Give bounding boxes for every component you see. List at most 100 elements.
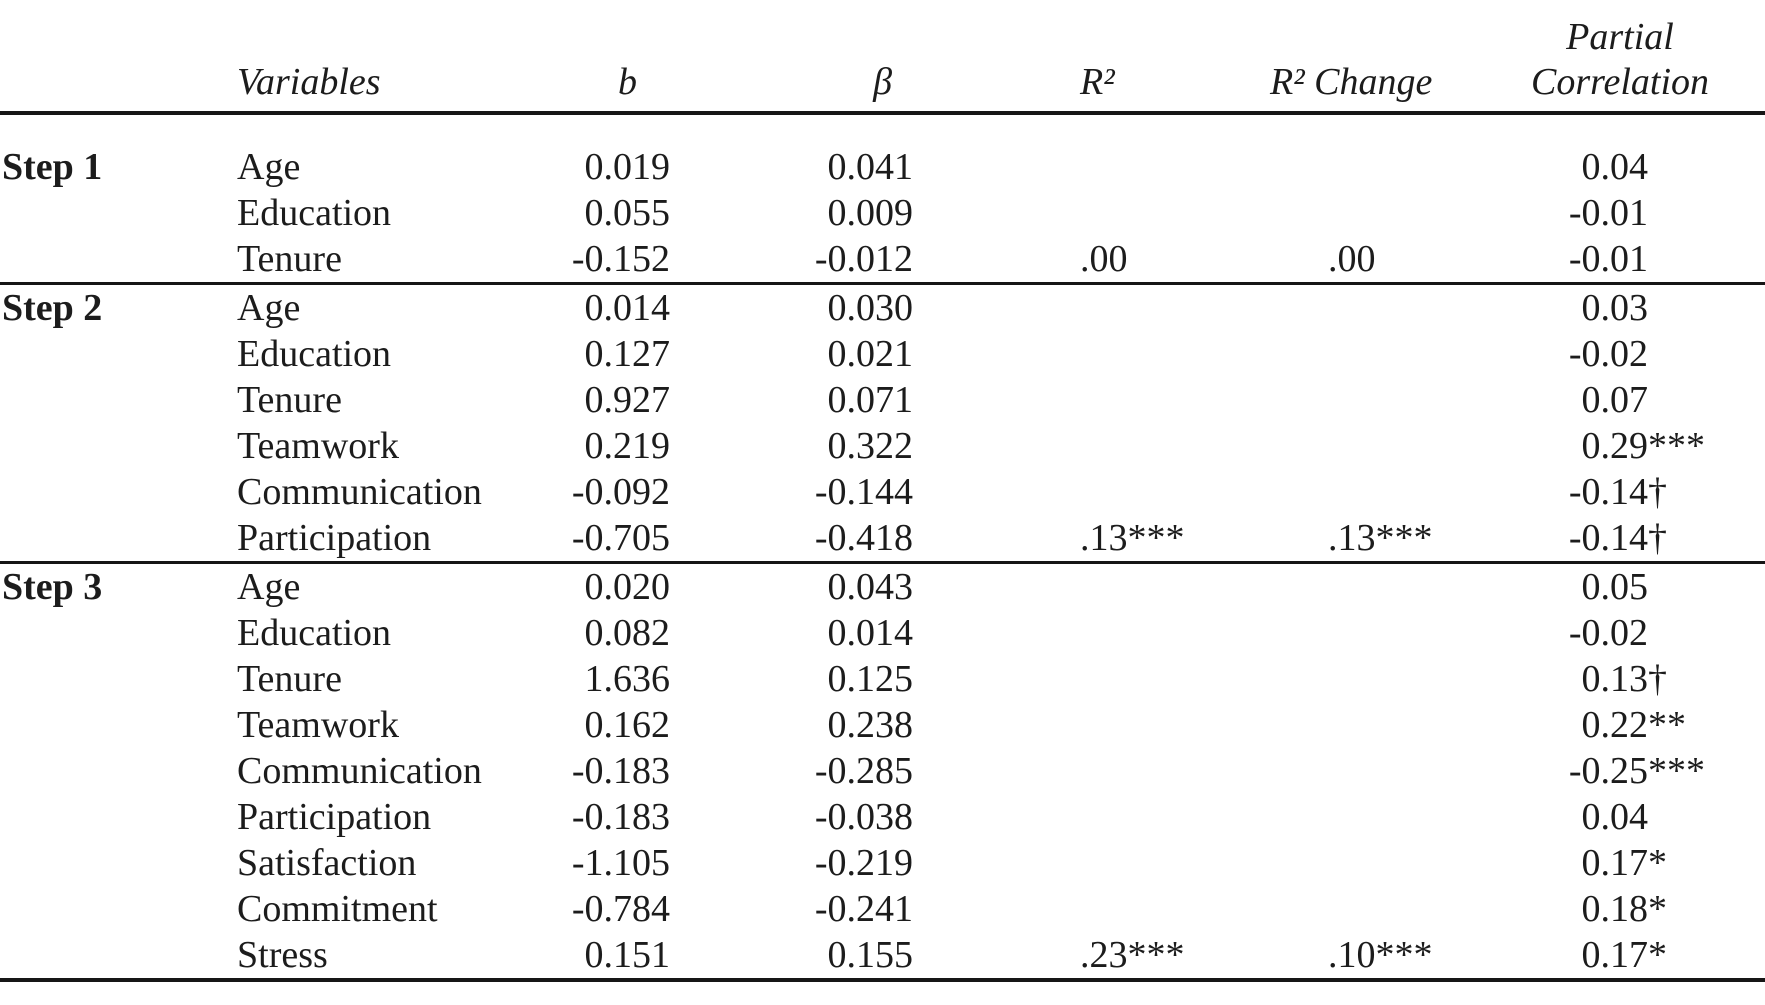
table-header: Variables b β R² R² Change Partial Corre… [0,0,1765,115]
beta-cell: 0.155 [670,932,913,982]
partial-correlation-cell: -0.01 [1445,236,1765,284]
significance-marker: *** [1648,750,1705,792]
partial-correlation-cell: 0.05 [1445,561,1765,610]
r2-change-cell [1270,886,1445,932]
table-row: Participation -0.705 -0.418 .13*** .13**… [0,515,1765,563]
partial-correlation-cell: 0.29*** [1445,423,1765,469]
step-label-empty [0,236,237,284]
b-cell: 0.151 [555,932,670,982]
step-label-empty [0,886,237,932]
r2-change-cell [1270,190,1445,236]
table-row: Communication -0.092 -0.144 -0.14† [0,469,1765,515]
r2-change-cell [1270,469,1445,515]
table-row: Participation -0.183 -0.038 0.04 [0,794,1765,840]
partial-value: -0.01 [1568,192,1648,234]
partial-correlation-cell: -0.14† [1445,515,1765,563]
variable-cell: Tenure [237,238,342,280]
r2-cell [913,702,1270,748]
b-cell: 0.082 [584,612,671,654]
table-row: Step 1 Age 0.019 0.041 0.04 [0,113,1765,190]
r2-cell [913,331,1270,377]
table-row: Teamwork 0.162 0.238 0.22** [0,702,1765,748]
b-cell: -0.152 [571,238,670,280]
variable-cell: Communication [237,750,482,792]
partial-value: 0.05 [1581,566,1649,608]
step-label: Step 3 [0,561,237,610]
partial-value: -0.14 [1568,517,1648,559]
step-label-empty [0,377,237,423]
r2-change-cell [1270,561,1445,610]
b-cell: 1.636 [584,658,671,700]
step-label-empty [0,932,237,982]
beta-cell: 0.071 [827,379,914,421]
b-cell: -0.705 [571,517,670,559]
beta-cell: 0.030 [670,282,913,331]
table-row: Communication -0.183 -0.285 -0.25*** [0,748,1765,794]
variable-cell: Tenure [237,379,342,421]
partial-value: -0.25 [1568,750,1648,792]
variable-cell: Participation [237,517,432,559]
variable-cell: Tenure [237,658,342,700]
partial-value: 0.18 [1581,888,1649,930]
r2-change-cell [1270,794,1445,840]
r2-change-cell [1270,610,1445,656]
header-b: b [555,0,670,115]
b-cell: 0.020 [555,561,670,610]
header-partial-line1: Partial [1566,16,1674,58]
significance-marker: † [1648,658,1667,700]
partial-value: -0.01 [1568,238,1648,280]
r2-change-cell [1270,702,1445,748]
step-label-empty [0,331,237,377]
r2-cell: .00 [1080,238,1128,280]
partial-correlation-cell: 0.13† [1445,656,1765,702]
section-step-3: Step 3 Age 0.020 0.043 0.05 Education 0.… [0,561,1765,982]
partial-value: 0.03 [1581,287,1649,329]
regression-table: Variables b β R² R² Change Partial Corre… [0,0,1765,982]
table-row: Education 0.127 0.021 -0.02 [0,331,1765,377]
variable-cell: Teamwork [237,704,399,746]
significance-marker: *** [1648,425,1705,467]
r2-change-cell [1270,377,1445,423]
r2-cell [913,377,1270,423]
partial-correlation-cell: -0.14† [1445,469,1765,515]
header-row: Variables b β R² R² Change Partial Corre… [0,0,1765,115]
header-step [0,0,237,115]
variable-cell: Satisfaction [237,842,417,884]
b-cell: -0.784 [571,888,670,930]
significance-marker: * [1648,888,1667,930]
r2-cell [913,561,1270,610]
partial-value: -0.02 [1568,333,1648,375]
step-label-empty [0,190,237,236]
r2-cell [913,748,1270,794]
r2-cell [913,469,1270,515]
section-step-2: Step 2 Age 0.014 0.030 0.03 Education 0.… [0,282,1765,563]
step-label-empty [0,656,237,702]
r2-change-cell [1270,840,1445,886]
r2-change-cell: .10*** [1270,932,1445,982]
significance-marker: † [1648,517,1667,559]
partial-value: 0.29 [1581,425,1649,467]
step-label-empty [0,702,237,748]
r2-cell: .23*** [913,932,1270,982]
beta-cell: 0.014 [827,612,914,654]
step-label-empty [0,794,237,840]
beta-cell: -0.241 [814,888,913,930]
variable-cell: Stress [237,932,555,982]
b-cell: 0.019 [584,146,671,188]
partial-correlation-cell: 0.07 [1445,377,1765,423]
header-r2: R² [913,0,1270,115]
step-label: Step 1 [2,146,103,188]
partial-value: 0.04 [1581,796,1649,838]
partial-correlation-cell: -0.01 [1445,190,1765,236]
partial-value: 0.04 [1581,146,1649,188]
b-cell: 0.162 [584,704,671,746]
r2-cell [913,794,1270,840]
r2-cell [913,840,1270,886]
table-row: Step 2 Age 0.014 0.030 0.03 [0,282,1765,331]
table-row: Education 0.055 0.009 -0.01 [0,190,1765,236]
variable-cell: Age [237,561,555,610]
step-label: Step 2 [0,282,237,331]
r2-cell: .13*** [1080,517,1185,559]
b-cell: 0.127 [584,333,671,375]
r2-change-cell [1270,331,1445,377]
